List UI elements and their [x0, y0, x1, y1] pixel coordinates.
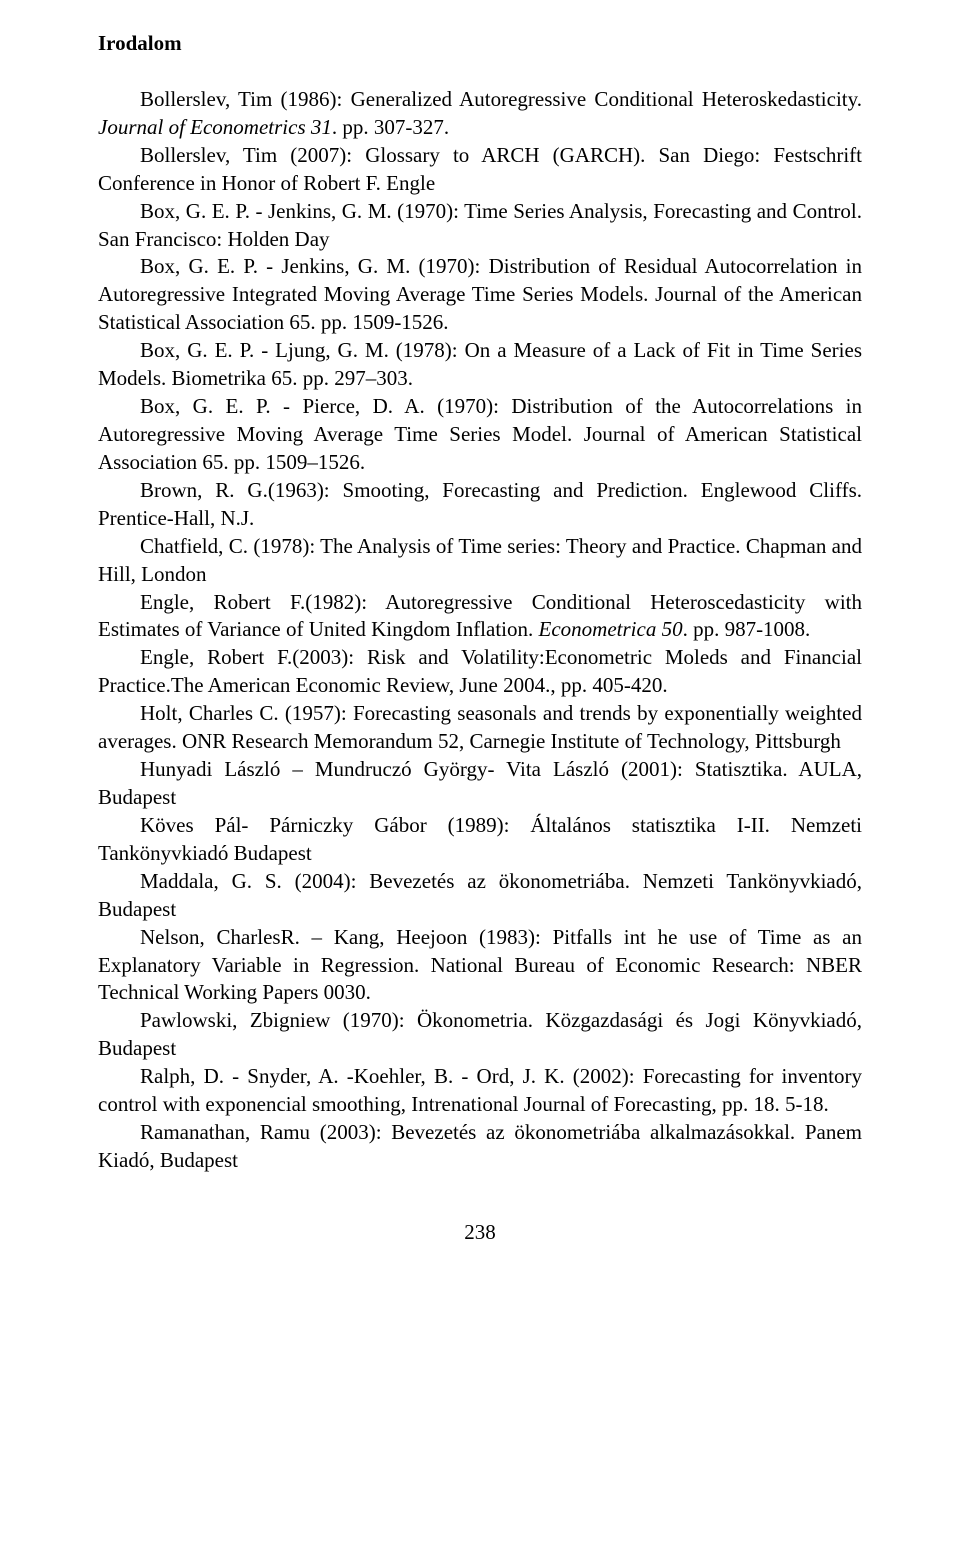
entry-text-italic: Econometrica 50 [539, 617, 683, 641]
bibliography-entry: Brown, R. G.(1963): Smooting, Forecastin… [98, 477, 862, 533]
bibliography-entry: Bollerslev, Tim (2007): Glossary to ARCH… [98, 142, 862, 198]
bibliography-entry: Chatfield, C. (1978): The Analysis of Ti… [98, 533, 862, 589]
entry-text-italic: Journal of Econometrics 31 [98, 115, 332, 139]
bibliography-entry: Bollerslev, Tim (1986): Generalized Auto… [98, 86, 862, 142]
bibliography-entry: Holt, Charles C. (1957): Forecasting sea… [98, 700, 862, 756]
entry-text-pre: Köves Pál- Párniczky Gábor (1989): Által… [98, 813, 862, 865]
entry-text-pre: Bollerslev, Tim (2007): Glossary to ARCH… [98, 143, 862, 195]
bibliography-entry: Engle, Robert F.(2003): Risk and Volatil… [98, 644, 862, 700]
section-heading: Irodalom [98, 30, 862, 58]
entry-text-pre: Nelson, CharlesR. – Kang, Heejoon (1983)… [98, 925, 862, 1005]
document-page: Irodalom Bollerslev, Tim (1986): General… [0, 0, 960, 1566]
entry-text-pre: Box, G. E. P. - Pierce, D. A. (1970): Di… [98, 394, 862, 474]
entry-text-pre: Ramanathan, Ramu (2003): Bevezetés az ök… [98, 1120, 862, 1172]
entry-text-pre: Chatfield, C. (1978): The Analysis of Ti… [98, 534, 862, 586]
entry-text-pre: Engle, Robert F.(2003): Risk and Volatil… [98, 645, 862, 697]
bibliography-entry: Pawlowski, Zbigniew (1970): Ökonometria.… [98, 1007, 862, 1063]
entry-text-pre: Bollerslev, Tim (1986): Generalized Auto… [140, 87, 862, 111]
bibliography-entry: Ralph, D. - Snyder, A. -Koehler, B. - Or… [98, 1063, 862, 1119]
entry-text-pre: Pawlowski, Zbigniew (1970): Ökonometria.… [98, 1008, 862, 1060]
entry-text-pre: Maddala, G. S. (2004): Bevezetés az ökon… [98, 869, 862, 921]
entry-text-pre: Hunyadi László – Mundruczó György- Vita … [98, 757, 862, 809]
bibliography-entry: Hunyadi László – Mundruczó György- Vita … [98, 756, 862, 812]
entry-text-pre: Ralph, D. - Snyder, A. -Koehler, B. - Or… [98, 1064, 862, 1116]
page-number: 238 [98, 1219, 862, 1247]
entry-text-pre: Holt, Charles C. (1957): Forecasting sea… [98, 701, 862, 753]
bibliography-entry: Ramanathan, Ramu (2003): Bevezetés az ök… [98, 1119, 862, 1175]
bibliography-entry: Köves Pál- Párniczky Gábor (1989): Által… [98, 812, 862, 868]
spacer [98, 58, 862, 86]
bibliography-entry: Box, G. E. P. - Ljung, G. M. (1978): On … [98, 337, 862, 393]
entry-text-post: . pp. 987-1008. [683, 617, 811, 641]
bibliography-entry: Box, G. E. P. - Jenkins, G. M. (1970): T… [98, 198, 862, 254]
entry-text-pre: Box, G. E. P. - Jenkins, G. M. (1970): D… [98, 254, 862, 334]
bibliography-entry: Nelson, CharlesR. – Kang, Heejoon (1983)… [98, 924, 862, 1008]
bibliography-entry: Engle, Robert F.(1982): Autoregressive C… [98, 589, 862, 645]
bibliography-entry: Box, G. E. P. - Jenkins, G. M. (1970): D… [98, 253, 862, 337]
entry-text-pre: Brown, R. G.(1963): Smooting, Forecastin… [98, 478, 862, 530]
bibliography-entry: Maddala, G. S. (2004): Bevezetés az ökon… [98, 868, 862, 924]
bibliography-entry: Box, G. E. P. - Pierce, D. A. (1970): Di… [98, 393, 862, 477]
entry-text-post: . pp. 307-327. [332, 115, 449, 139]
entry-text-pre: Box, G. E. P. - Jenkins, G. M. (1970): T… [98, 199, 862, 251]
entry-text-pre: Box, G. E. P. - Ljung, G. M. (1978): On … [98, 338, 862, 390]
